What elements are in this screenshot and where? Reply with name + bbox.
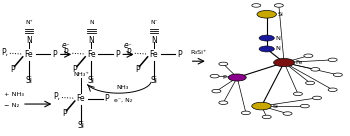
- Circle shape: [313, 96, 322, 100]
- Text: P: P: [105, 94, 109, 103]
- Text: P: P: [177, 50, 182, 59]
- Text: Si: Si: [278, 12, 284, 17]
- Text: Fe: Fe: [87, 50, 96, 59]
- Circle shape: [259, 46, 274, 52]
- Circle shape: [274, 58, 294, 67]
- Circle shape: [274, 4, 284, 7]
- Circle shape: [252, 4, 261, 7]
- Text: P: P: [222, 75, 226, 80]
- Text: N: N: [89, 20, 94, 25]
- Text: N: N: [151, 36, 157, 45]
- Circle shape: [304, 54, 313, 58]
- Text: Si: Si: [77, 121, 84, 130]
- Text: e⁻, N₂: e⁻, N₂: [113, 98, 132, 102]
- Circle shape: [219, 62, 228, 66]
- Text: Si: Si: [150, 76, 158, 85]
- Text: Fe: Fe: [149, 50, 158, 59]
- Text: N⁻: N⁻: [150, 20, 158, 25]
- Text: Fe: Fe: [77, 94, 85, 103]
- Text: N: N: [276, 36, 281, 41]
- Text: P,: P,: [126, 48, 133, 57]
- Circle shape: [241, 111, 250, 115]
- Text: P,: P,: [53, 92, 60, 101]
- Circle shape: [333, 73, 342, 77]
- Text: N: N: [276, 47, 281, 51]
- Circle shape: [328, 58, 337, 62]
- Text: P,: P,: [1, 48, 8, 57]
- Text: Si: Si: [88, 76, 95, 85]
- Circle shape: [257, 10, 276, 18]
- Text: P: P: [52, 50, 57, 59]
- Text: Fe: Fe: [25, 50, 33, 59]
- Text: Si: Si: [26, 76, 33, 85]
- Text: NH₃⁺: NH₃⁺: [73, 72, 89, 77]
- Text: P: P: [62, 109, 66, 118]
- Circle shape: [259, 35, 274, 41]
- Text: + NH₃: + NH₃: [4, 92, 24, 97]
- Circle shape: [262, 115, 271, 119]
- Text: Fe: Fe: [296, 60, 303, 65]
- Text: P,: P,: [64, 48, 71, 57]
- Text: N: N: [26, 36, 32, 45]
- Text: e⁻: e⁻: [61, 41, 70, 50]
- Text: P: P: [115, 50, 120, 59]
- Circle shape: [252, 102, 271, 110]
- Text: − N₂: − N₂: [4, 103, 19, 108]
- Text: N⁺: N⁺: [25, 20, 33, 25]
- Circle shape: [219, 101, 228, 104]
- Circle shape: [306, 81, 315, 85]
- Circle shape: [212, 89, 221, 93]
- Circle shape: [293, 92, 302, 96]
- Text: P: P: [10, 65, 15, 74]
- Circle shape: [210, 74, 219, 78]
- Circle shape: [283, 112, 292, 115]
- Circle shape: [228, 74, 246, 81]
- Text: Si: Si: [273, 104, 279, 109]
- Circle shape: [311, 68, 320, 71]
- Text: NH₃: NH₃: [117, 85, 129, 90]
- Text: e⁻: e⁻: [124, 41, 133, 50]
- Text: R₃Si⁺: R₃Si⁺: [190, 50, 207, 55]
- Text: P: P: [135, 65, 140, 74]
- Text: P: P: [72, 65, 77, 74]
- Circle shape: [300, 104, 309, 108]
- Text: N: N: [89, 36, 94, 45]
- Circle shape: [328, 88, 337, 92]
